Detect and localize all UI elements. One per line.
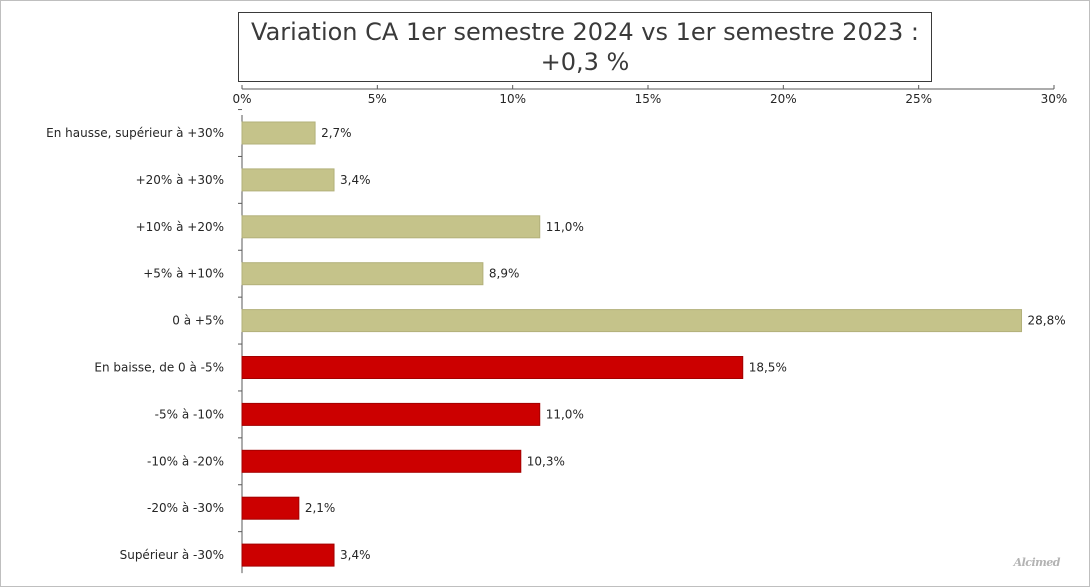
bar-value-label: 3,4% [340,173,371,187]
chart-title-box: Variation CA 1er semestre 2024 vs 1er se… [238,12,932,82]
chart-title-line2: +0,3 % [540,48,630,76]
bar-value-label: 2,1% [305,501,336,515]
bar-value-label: 18,5% [749,361,787,375]
bar-value-label: 2,7% [321,126,352,140]
chart-title-line1: Variation CA 1er semestre 2024 vs 1er se… [251,18,919,46]
bar-value-label: 11,0% [546,407,584,421]
category-label: +10% à +20% [136,220,224,234]
bar [241,121,316,145]
bar [241,309,1023,333]
x-tick-label: 0% [232,92,251,106]
category-label: -5% à -10% [155,407,224,421]
bar [241,496,300,520]
bar [241,168,335,192]
bar [241,449,522,473]
bar-value-label: 28,8% [1028,314,1066,328]
category-label: En baisse, de 0 à -5% [94,361,224,375]
x-tick-label: 10% [499,92,526,106]
category-label: Supérieur à -30% [120,548,224,562]
bar [241,356,744,379]
x-tick-label: 20% [770,92,797,106]
bar [241,402,541,426]
bar [241,262,484,286]
bar [241,215,541,239]
x-tick-label: 15% [635,92,662,106]
bar-value-label: 10,3% [527,454,565,468]
x-tick-label: 25% [905,92,932,106]
bar-value-label: 11,0% [546,220,584,234]
category-label: +5% à +10% [143,267,224,281]
category-label: +20% à +30% [136,173,224,187]
category-label: 0 à +5% [172,314,224,328]
bar-value-label: 8,9% [489,267,519,281]
bar [241,543,335,567]
category-label: -10% à -20% [147,454,224,468]
bar-value-label: 3,4% [340,548,371,562]
x-tick-label: 5% [368,92,387,106]
watermark-logo: Alcimed [1013,556,1061,569]
category-label: En hausse, supérieur à +30% [46,126,224,140]
x-tick-label: 30% [1041,92,1068,106]
category-label: -20% à -30% [147,501,224,515]
